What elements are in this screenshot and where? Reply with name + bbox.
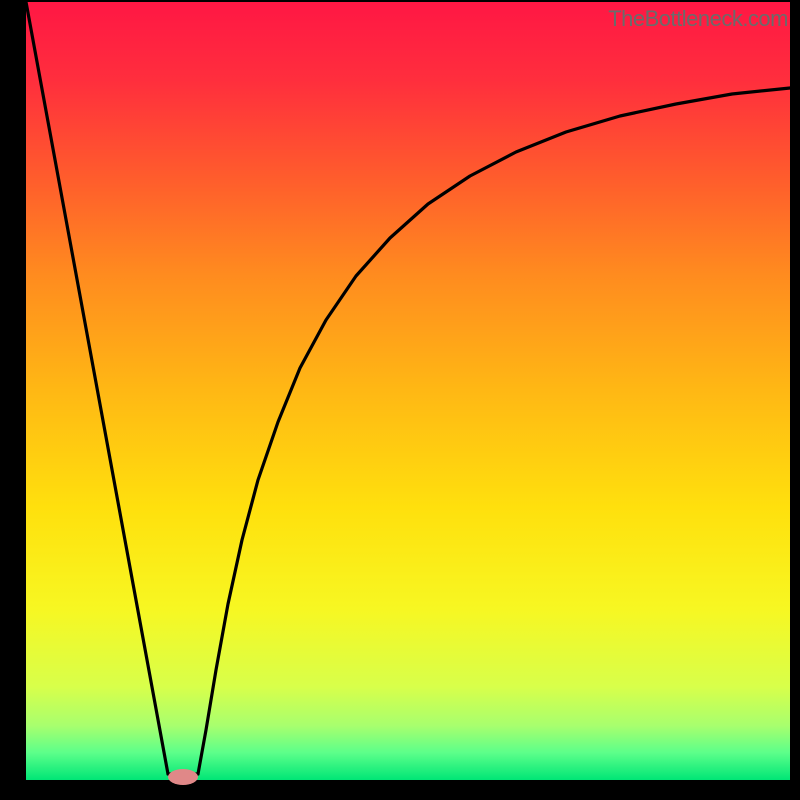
curve-svg — [0, 0, 800, 800]
bottleneck-marker — [168, 769, 198, 785]
curve-rising-path — [198, 88, 790, 774]
curve-descending-line — [26, 2, 168, 774]
chart-container: TheBottleneck.com — [0, 0, 800, 800]
attribution-text: TheBottleneck.com — [608, 6, 788, 32]
